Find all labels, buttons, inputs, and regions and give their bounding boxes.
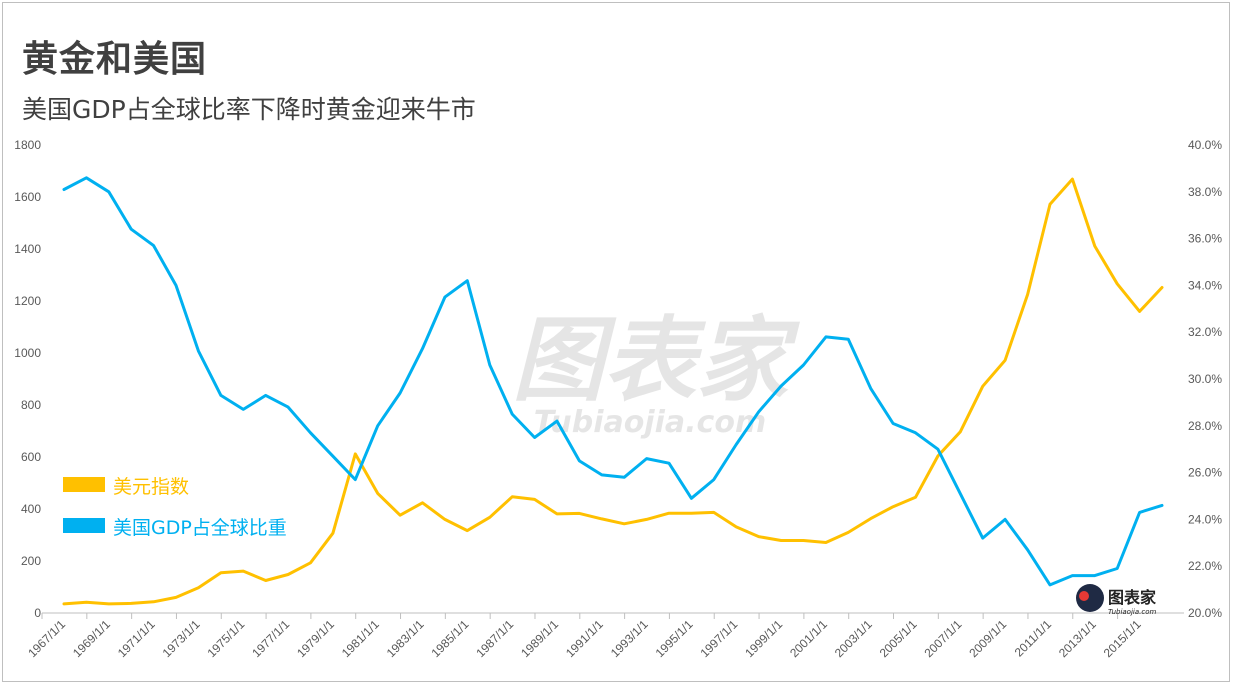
x-axis-tick-label: 1981/1/1: [339, 617, 382, 660]
left-axis-tick-label: 1600: [14, 190, 41, 204]
left-axis-ticks: 0 200 400 600 800 1000 1200 1400 1600 1800: [14, 138, 41, 620]
right-axis-tick-label: 38.0%: [1188, 185, 1222, 199]
x-axis-tick-label: 2001/1/1: [787, 617, 830, 660]
left-axis-tick-label: 1400: [14, 242, 41, 256]
x-axis-tick-label: 1995/1/1: [653, 617, 696, 660]
right-axis-tick-label: 28.0%: [1188, 419, 1222, 433]
chart-subtitle: 美国GDP占全球比率下降时黄金迎来牛市: [22, 95, 476, 124]
left-axis-tick-label: 1000: [14, 346, 41, 360]
series-layer: [62, 176, 1164, 606]
brand-logo-icon: [1076, 584, 1104, 612]
x-axis-tick-label: 1969/1/1: [70, 617, 113, 660]
x-axis-tick-label: 1967/1/1: [25, 617, 68, 660]
x-axis-tick-label: 1997/1/1: [697, 617, 740, 660]
x-axis-tick-label: 2003/1/1: [832, 617, 875, 660]
x-axis-tick-label: 2015/1/1: [1101, 617, 1144, 660]
x-axis-tick-label: 2011/1/1: [1012, 617, 1055, 660]
x-axis-tick-label: 1987/1/1: [473, 617, 516, 660]
x-axis-tick-label: 2007/1/1: [922, 617, 965, 660]
right-axis-ticks: 20.0% 22.0% 24.0% 26.0% 28.0% 30.0% 32.0% 34.0%…: [1188, 138, 1222, 620]
right-axis-tick-label: 30.0%: [1188, 372, 1222, 386]
series-line-gold: [62, 177, 1164, 606]
legend: 美元指数 美国GDP占全球比重: [63, 476, 287, 539]
x-axis-tick-label: 1977/1/1: [249, 617, 292, 660]
legend-label-gold: 美元指数: [113, 476, 189, 498]
x-axis-tick-label: 1971/1/1: [115, 617, 158, 660]
legend-label-gdp: 美国GDP占全球比重: [113, 517, 287, 539]
brand-logo-sub: Tubiaojia.com: [1108, 608, 1157, 616]
left-axis-tick-label: 400: [21, 502, 41, 516]
left-axis-tick-label: 1800: [14, 138, 41, 152]
right-axis-tick-label: 40.0%: [1188, 138, 1222, 152]
left-axis-tick-label: 0: [34, 606, 41, 620]
watermark: 图表家 Tubiaojia.com: [512, 307, 801, 440]
right-axis-tick-label: 34.0%: [1188, 278, 1222, 292]
left-axis-tick-label: 200: [21, 554, 41, 568]
x-axis-tick-label: 2013/1/1: [1056, 617, 1099, 660]
x-axis-tick-label: 1985/1/1: [429, 617, 472, 660]
left-axis-tick-label: 600: [21, 450, 41, 464]
x-axis-tick-label: 1999/1/1: [742, 617, 785, 660]
x-axis-ticks: 1967/1/1 1969/1/1 1971/1/1 1973/1/1 1975/1/1…: [25, 613, 1144, 660]
watermark-sub: Tubiaojia.com: [534, 405, 766, 440]
legend-swatch-gdp: [63, 518, 105, 533]
x-axis-tick-label: 1975/1/1: [204, 617, 247, 660]
series-line-gdp: [62, 176, 1164, 587]
left-axis-tick-label: 1200: [14, 294, 41, 308]
x-axis-tick-label: 1991/1/1: [563, 617, 606, 660]
right-axis-tick-label: 26.0%: [1188, 466, 1222, 480]
x-axis-tick-label: 2005/1/1: [877, 617, 920, 660]
right-axis-tick-label: 22.0%: [1188, 559, 1222, 573]
watermark-main: 图表家: [512, 307, 801, 414]
left-axis-tick-label: 800: [21, 398, 41, 412]
right-axis-tick-label: 20.0%: [1188, 606, 1222, 620]
x-axis-tick-label: 1993/1/1: [608, 617, 651, 660]
brand-logo-text: 图表家: [1108, 588, 1157, 607]
x-axis-tick-label: 1989/1/1: [518, 617, 561, 660]
brand-logo: 图表家 Tubiaojia.com: [1076, 584, 1157, 616]
chart-title: 黄金和美国: [22, 39, 208, 80]
right-axis-tick-label: 24.0%: [1188, 512, 1222, 526]
x-axis-tick-label: 1983/1/1: [384, 617, 427, 660]
legend-swatch-gold: [63, 477, 105, 492]
x-axis-tick-label: 2009/1/1: [966, 617, 1009, 660]
x-axis-tick-label: 1973/1/1: [160, 617, 203, 660]
right-axis-tick-label: 32.0%: [1188, 325, 1222, 339]
right-axis-tick-label: 36.0%: [1188, 232, 1222, 246]
brand-logo-dot: [1079, 591, 1089, 601]
x-axis-tick-label: 1979/1/1: [294, 617, 337, 660]
